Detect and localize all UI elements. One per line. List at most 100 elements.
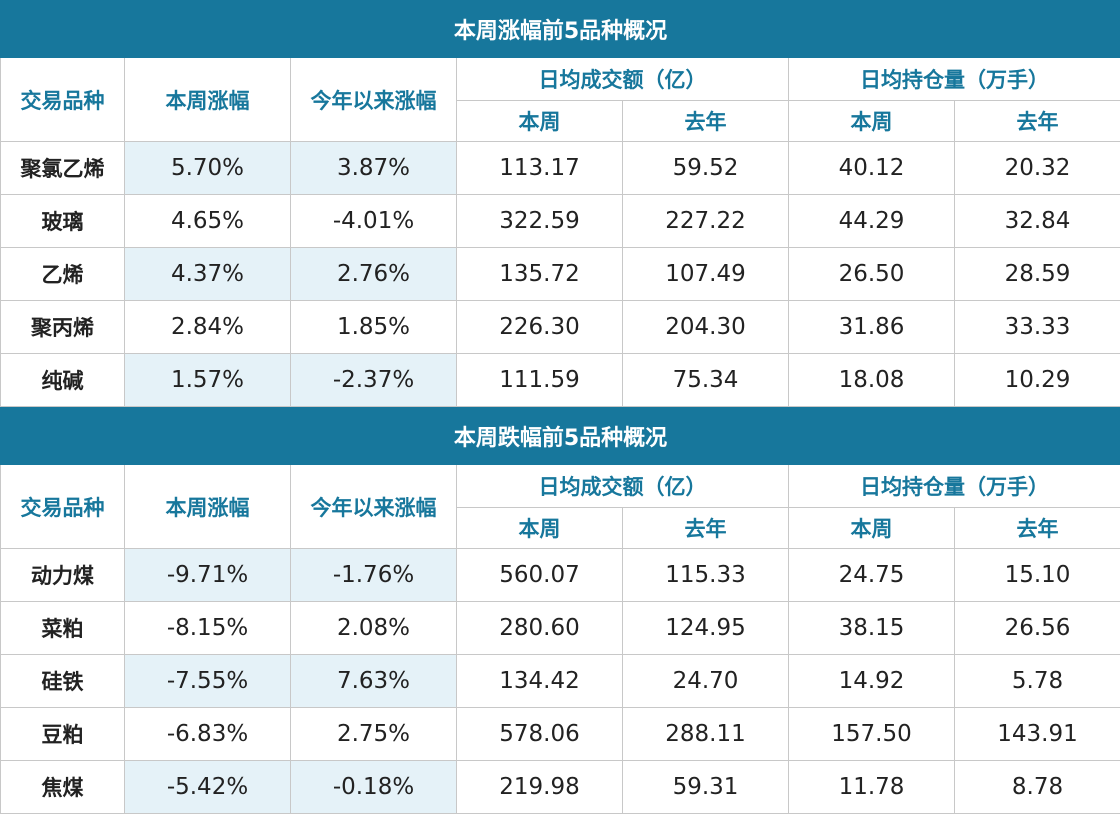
variety-cell: 玻璃 [1, 195, 125, 248]
volume-last-year-cell: 59.52 [623, 142, 789, 195]
ytd-change-cell: 2.08% [291, 602, 457, 655]
oi-this-week-cell: 31.86 [789, 301, 955, 354]
volume-last-year-cell: 75.34 [623, 354, 789, 407]
oi-last-year-cell: 32.84 [955, 195, 1120, 248]
volume-last-year-cell: 227.22 [623, 195, 789, 248]
volume-this-week-cell: 578.06 [457, 708, 623, 761]
header-variety: 交易品种 [1, 465, 125, 549]
header-ytd-change: 今年以来涨幅 [291, 465, 457, 549]
ytd-change-cell: 2.75% [291, 708, 457, 761]
oi-last-year-cell: 5.78 [955, 655, 1120, 708]
ytd-change-cell: -2.37% [291, 354, 457, 407]
subheader-oi-this-week: 本周 [789, 508, 955, 549]
volume-last-year-cell: 288.11 [623, 708, 789, 761]
subheader-oi-last-year: 去年 [955, 101, 1120, 142]
volume-last-year-cell: 115.33 [623, 549, 789, 602]
subheader-volume-this-week: 本周 [457, 101, 623, 142]
ytd-change-cell: 7.63% [291, 655, 457, 708]
subheader-oi-last-year: 去年 [955, 508, 1120, 549]
oi-this-week-cell: 38.15 [789, 602, 955, 655]
volume-last-year-cell: 204.30 [623, 301, 789, 354]
oi-this-week-cell: 157.50 [789, 708, 955, 761]
header-avg-open-interest: 日均持仓量（万手） [789, 465, 1120, 508]
oi-this-week-cell: 24.75 [789, 549, 955, 602]
oi-last-year-cell: 20.32 [955, 142, 1120, 195]
header-avg-volume: 日均成交额（亿） [457, 58, 789, 101]
gainers-header-row: 交易品种 本周涨幅 今年以来涨幅 日均成交额（亿） 日均持仓量（万手） [1, 58, 1120, 101]
volume-this-week-cell: 226.30 [457, 301, 623, 354]
volume-this-week-cell: 113.17 [457, 142, 623, 195]
weekly-change-cell: 5.70% [125, 142, 291, 195]
oi-last-year-cell: 143.91 [955, 708, 1120, 761]
variety-cell: 硅铁 [1, 655, 125, 708]
oi-last-year-cell: 26.56 [955, 602, 1120, 655]
oi-this-week-cell: 44.29 [789, 195, 955, 248]
header-avg-volume: 日均成交额（亿） [457, 465, 789, 508]
oi-last-year-cell: 28.59 [955, 248, 1120, 301]
weekly-change-cell: 1.57% [125, 354, 291, 407]
ytd-change-cell: -1.76% [291, 549, 457, 602]
header-ytd-change: 今年以来涨幅 [291, 58, 457, 142]
volume-this-week-cell: 560.07 [457, 549, 623, 602]
subheader-volume-this-week: 本周 [457, 508, 623, 549]
losers-header-row: 交易品种 本周涨幅 今年以来涨幅 日均成交额（亿） 日均持仓量（万手） [1, 465, 1120, 508]
volume-this-week-cell: 135.72 [457, 248, 623, 301]
weekly-change-cell: -6.83% [125, 708, 291, 761]
weekly-change-cell: 4.65% [125, 195, 291, 248]
volume-this-week-cell: 219.98 [457, 761, 623, 814]
variety-cell: 乙烯 [1, 248, 125, 301]
ytd-change-cell: -0.18% [291, 761, 457, 814]
volume-this-week-cell: 134.42 [457, 655, 623, 708]
oi-this-week-cell: 40.12 [789, 142, 955, 195]
weekly-change-cell: -5.42% [125, 761, 291, 814]
oi-this-week-cell: 14.92 [789, 655, 955, 708]
ytd-change-cell: 2.76% [291, 248, 457, 301]
gainers-title: 本周涨幅前5品种概况 [1, 1, 1120, 58]
weekly-change-cell: -8.15% [125, 602, 291, 655]
oi-last-year-cell: 8.78 [955, 761, 1120, 814]
ytd-change-cell: 3.87% [291, 142, 457, 195]
volume-last-year-cell: 124.95 [623, 602, 789, 655]
gainers-body: 本周涨幅前5品种概况 交易品种 本周涨幅 今年以来涨幅 日均成交额（亿） 日均持… [1, 1, 1120, 407]
oi-last-year-cell: 15.10 [955, 549, 1120, 602]
losers-title: 本周跌幅前5品种概况 [1, 408, 1120, 465]
header-avg-open-interest: 日均持仓量（万手） [789, 58, 1120, 101]
variety-cell: 菜粕 [1, 602, 125, 655]
variety-cell: 动力煤 [1, 549, 125, 602]
losers-body: 本周跌幅前5品种概况 交易品种 本周涨幅 今年以来涨幅 日均成交额（亿） 日均持… [1, 408, 1120, 814]
variety-cell: 聚丙烯 [1, 301, 125, 354]
volume-this-week-cell: 111.59 [457, 354, 623, 407]
weekly-change-cell: -9.71% [125, 549, 291, 602]
header-variety: 交易品种 [1, 58, 125, 142]
variety-cell: 焦煤 [1, 761, 125, 814]
gainers-table: 本周涨幅前5品种概况 交易品种 本周涨幅 今年以来涨幅 日均成交额（亿） 日均持… [0, 0, 1120, 407]
volume-last-year-cell: 59.31 [623, 761, 789, 814]
variety-cell: 纯碱 [1, 354, 125, 407]
ytd-change-cell: 1.85% [291, 301, 457, 354]
oi-this-week-cell: 18.08 [789, 354, 955, 407]
volume-last-year-cell: 107.49 [623, 248, 789, 301]
ytd-change-cell: -4.01% [291, 195, 457, 248]
header-weekly-change: 本周涨幅 [125, 58, 291, 142]
oi-this-week-cell: 11.78 [789, 761, 955, 814]
subheader-oi-this-week: 本周 [789, 101, 955, 142]
oi-last-year-cell: 10.29 [955, 354, 1120, 407]
oi-last-year-cell: 33.33 [955, 301, 1120, 354]
weekly-change-cell: 4.37% [125, 248, 291, 301]
variety-cell: 聚氯乙烯 [1, 142, 125, 195]
volume-this-week-cell: 322.59 [457, 195, 623, 248]
gainers-title-row: 本周涨幅前5品种概况 [1, 1, 1120, 58]
losers-table: 本周跌幅前5品种概况 交易品种 本周涨幅 今年以来涨幅 日均成交额（亿） 日均持… [0, 407, 1120, 814]
subheader-volume-last-year: 去年 [623, 101, 789, 142]
variety-cell: 豆粕 [1, 708, 125, 761]
